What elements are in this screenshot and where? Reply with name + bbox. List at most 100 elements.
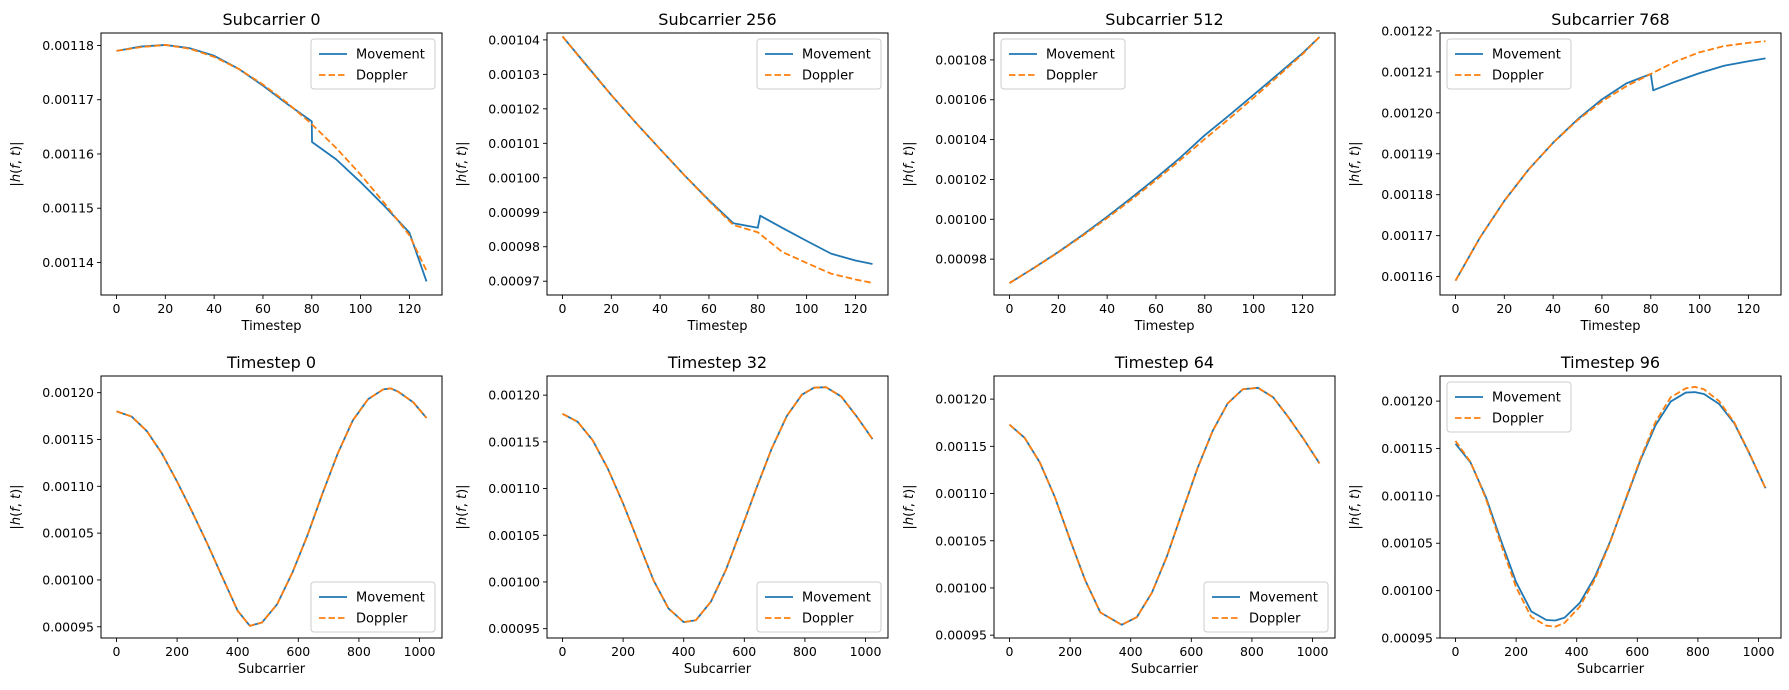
legend-label: Doppler <box>356 612 408 627</box>
x-tick-label: 40 <box>206 301 222 316</box>
x-tick-label: 20 <box>603 301 619 316</box>
x-axis-label: Subcarrier <box>238 662 306 677</box>
y-tick-label: 0.00105 <box>1381 536 1433 551</box>
x-tick-label: 100 <box>1242 301 1266 316</box>
y-tick-label: 0.00110 <box>42 479 94 494</box>
legend-label: Doppler <box>802 69 854 84</box>
y-axis-label: |h(f, t)| <box>455 484 470 529</box>
y-tick-label: 0.00095 <box>935 628 987 643</box>
y-tick-label: 0.00108 <box>935 52 987 67</box>
x-axis-label: Timestep <box>1580 319 1641 334</box>
x-tick-label: 120 <box>1290 301 1314 316</box>
x-tick-label: 80 <box>1197 301 1213 316</box>
y-tick-label: 0.00104 <box>488 32 540 47</box>
y-tick-label: 0.00100 <box>488 574 540 589</box>
x-tick-label: 80 <box>304 301 320 316</box>
legend: Movement Doppler <box>1446 38 1572 90</box>
legend: Movement Doppler <box>1000 38 1126 90</box>
chart-title: Subcarrier 256 <box>658 10 776 29</box>
x-tick-label: 120 <box>843 301 867 316</box>
x-tick-label: 40 <box>1099 301 1115 316</box>
y-tick-label: 0.00105 <box>488 528 540 543</box>
subplot-4: Timestep 0 0 200 400 600 800 1000 0.00095 0.0010… <box>9 353 443 677</box>
y-tick-label: 0.00105 <box>42 526 94 541</box>
y-tick-label: 0.00100 <box>42 572 94 587</box>
x-tick-label: 20 <box>1496 301 1512 316</box>
x-tick-label: 800 <box>793 644 817 659</box>
legend: Movement Doppler <box>756 581 882 633</box>
axes-frame <box>993 375 1336 639</box>
y-tick-label: 0.00115 <box>42 432 94 447</box>
y-tick-label: 0.00121 <box>1381 64 1433 79</box>
x-tick-label: 40 <box>652 301 668 316</box>
subplot-1: Subcarrier 256 0 20 40 60 80 100 120 0.00097 0.00… <box>455 10 889 334</box>
y-axis-label: |h(f, t)| <box>902 484 917 529</box>
chart-title: Subcarrier 512 <box>1105 10 1223 29</box>
y-tick-label: 0.00120 <box>1381 394 1433 409</box>
x-axis-label: Timestep <box>1134 319 1195 334</box>
series-line-doppler <box>561 35 873 284</box>
subplot-5: Timestep 32 0 200 400 600 800 1000 0.00095 0.001… <box>455 353 889 677</box>
x-tick-label: 200 <box>611 644 635 659</box>
x-tick-label: 200 <box>1504 644 1528 659</box>
legend-box <box>1446 38 1572 90</box>
legend-box <box>1203 581 1329 633</box>
y-tick-label: 0.00100 <box>935 580 987 595</box>
x-tick-label: 80 <box>750 301 766 316</box>
series-line-doppler <box>562 386 874 624</box>
axes-frame <box>1439 32 1782 296</box>
legend: Movement Doppler <box>1446 381 1572 433</box>
legend-label: Doppler <box>1046 69 1098 84</box>
x-tick-label: 400 <box>672 644 696 659</box>
legend-box <box>310 581 436 633</box>
x-tick-label: 120 <box>1736 301 1760 316</box>
x-tick-label: 200 <box>165 644 189 659</box>
axes-frame <box>1439 375 1782 639</box>
x-tick-label: 800 <box>1686 644 1710 659</box>
y-tick-label: 0.00102 <box>488 101 540 116</box>
y-tick-label: 0.00115 <box>935 439 987 454</box>
y-tick-label: 0.00098 <box>935 252 987 267</box>
subplot-3: Subcarrier 768 0 20 40 60 80 100 120 0.00116 0.00… <box>1348 10 1782 334</box>
chart-title: Subcarrier 0 <box>222 10 320 29</box>
subplot-2: Subcarrier 512 0 20 40 60 80 100 120 0.00098 0.00… <box>902 10 1336 334</box>
x-tick-label: 400 <box>226 644 250 659</box>
x-tick-label: 600 <box>1179 644 1203 659</box>
series-line-doppler <box>1009 36 1321 284</box>
subplot-7: Timestep 96 0 200 400 600 800 1000 0.00095 0.001… <box>1348 353 1782 677</box>
legend-label: Movement <box>802 48 871 63</box>
x-tick-label: 20 <box>1050 301 1066 316</box>
x-tick-label: 1000 <box>1297 644 1329 659</box>
y-tick-label: 0.00117 <box>42 92 94 107</box>
legend-label: Doppler <box>1249 612 1301 627</box>
x-tick-label: 0 <box>113 301 121 316</box>
x-axis-label: Subcarrier <box>1131 662 1199 677</box>
legend: Movement Doppler <box>756 38 882 90</box>
legend-box <box>756 581 882 633</box>
x-tick-label: 400 <box>1565 644 1589 659</box>
legend-label: Doppler <box>356 69 408 84</box>
y-axis-label: |h(f, t)| <box>902 141 917 186</box>
legend: Movement Doppler <box>1203 581 1329 633</box>
legend: Movement Doppler <box>310 581 436 633</box>
legend-label: Movement <box>1046 48 1115 63</box>
y-tick-label: 0.00106 <box>935 92 987 107</box>
y-tick-label: 0.00097 <box>488 274 540 289</box>
x-tick-label: 60 <box>701 301 717 316</box>
x-tick-label: 600 <box>1625 644 1649 659</box>
x-tick-label: 60 <box>255 301 271 316</box>
y-tick-label: 0.00116 <box>1381 269 1433 284</box>
axes-frame <box>546 375 889 639</box>
y-tick-label: 0.00118 <box>42 38 94 53</box>
legend-box <box>1446 381 1572 433</box>
y-tick-label: 0.00117 <box>1381 228 1433 243</box>
series-line-doppler <box>1454 40 1766 282</box>
x-axis-label: Subcarrier <box>684 662 752 677</box>
y-axis-label: |h(f, t)| <box>1348 484 1363 529</box>
y-tick-label: 0.00115 <box>488 434 540 449</box>
chart-title: Timestep 32 <box>667 353 767 372</box>
legend-box <box>310 38 436 90</box>
y-tick-label: 0.00100 <box>935 212 987 227</box>
y-tick-label: 0.00120 <box>1381 105 1433 120</box>
